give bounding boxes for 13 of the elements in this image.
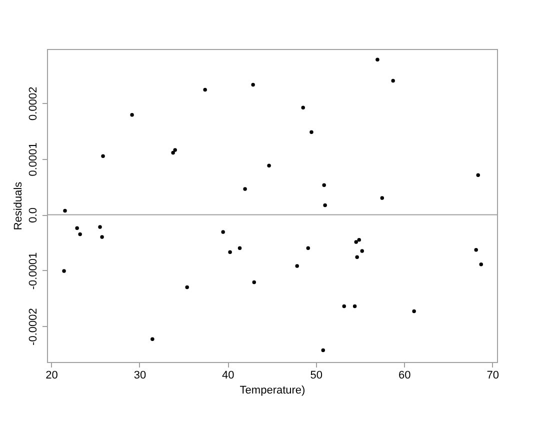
x-axis-title: Temperature) xyxy=(240,384,306,396)
y-tick-label: -0.0002 xyxy=(28,308,40,346)
y-tick-label: 0.0001 xyxy=(28,142,40,176)
x-tick-label: 50 xyxy=(310,370,323,382)
y-tick-label: -0.0001 xyxy=(28,252,40,290)
y-tick-label: 0.0 xyxy=(28,208,40,223)
x-tick-label: 70 xyxy=(486,370,499,382)
x-tick-label: 40 xyxy=(222,370,234,382)
x-tick-label: 20 xyxy=(46,370,58,382)
x-tick-label: 60 xyxy=(398,370,411,382)
y-tick-label: 0.0002 xyxy=(28,86,40,120)
y-axis-title: Residuals xyxy=(12,181,24,230)
x-tick-label: 30 xyxy=(134,370,146,382)
